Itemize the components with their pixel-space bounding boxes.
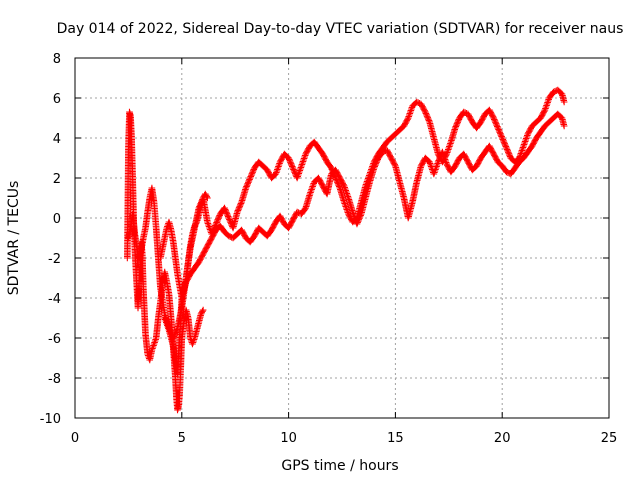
- x-axis-label: GPS time / hours: [281, 458, 398, 474]
- x-tick-label: 25: [601, 431, 618, 446]
- y-tick-label: 6: [53, 92, 61, 107]
- x-tick-label: 20: [494, 431, 511, 446]
- y-tick-label: 0: [53, 212, 61, 227]
- y-tick-label: -8: [48, 372, 61, 387]
- y-tick-label: 4: [53, 132, 61, 147]
- y-tick-label: -10: [40, 412, 61, 427]
- series-track-c: [124, 108, 207, 414]
- y-axis-label: SDTVAR / TECUs: [6, 181, 22, 296]
- x-tick-label: 15: [387, 431, 404, 446]
- y-tick-label: 2: [53, 172, 61, 187]
- y-tick-label: 8: [53, 52, 61, 67]
- x-tick-label: 5: [178, 431, 186, 446]
- axis-ticks: [74, 57, 610, 419]
- x-tick-label: 0: [71, 431, 79, 446]
- y-tick-label: -6: [48, 332, 61, 347]
- series-track-d: [157, 190, 211, 302]
- y-tick-label: -4: [48, 292, 61, 307]
- y-tick-labels: -10 -8 -6 -4 -2 0 2 4 6 8: [40, 52, 61, 427]
- x-tick-labels: 0 5 10 15 20 25: [71, 431, 617, 446]
- series-track-b: [161, 110, 568, 378]
- chart-title: Day 014 of 2022, Sidereal Day-to-day VTE…: [57, 21, 624, 37]
- x-tick-label: 10: [280, 431, 297, 446]
- data-marks: [124, 86, 568, 414]
- gridlines: [75, 58, 609, 418]
- y-tick-label: -2: [48, 252, 61, 267]
- plot-frame: [74, 57, 610, 419]
